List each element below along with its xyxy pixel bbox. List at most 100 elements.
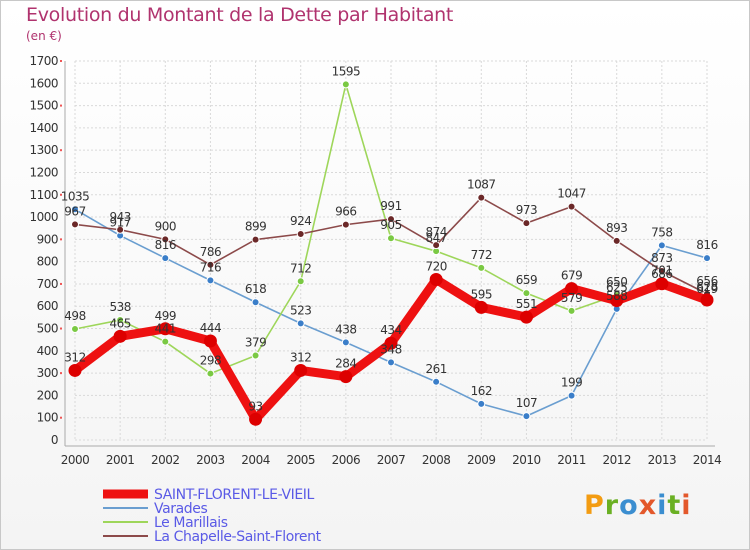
x-tick-label: 2007 [377, 453, 406, 467]
y-tick-label: 100 [37, 411, 58, 425]
x-tick-label: 2001 [106, 453, 135, 467]
data-point [113, 329, 127, 343]
data-point [700, 293, 714, 307]
data-label: 893 [606, 221, 627, 235]
axis-marker [60, 327, 62, 330]
x-tick-label: 2006 [332, 453, 361, 467]
legend-label: SAINT-FLORENT-LE-VIEIL [154, 487, 315, 503]
data-label: 772 [471, 248, 492, 262]
data-point [203, 334, 217, 348]
data-label: 348 [380, 342, 401, 356]
data-label: 441 [155, 322, 176, 336]
y-tick-label: 1100 [29, 188, 58, 202]
axis-marker [60, 238, 62, 241]
logo-letter: i [681, 490, 692, 521]
data-label: 899 [245, 220, 266, 234]
data-label: 1047 [557, 187, 586, 201]
data-point [296, 319, 305, 328]
data-label: 967 [64, 204, 85, 218]
y-tick-label: 900 [37, 232, 58, 246]
x-tick-label: 2014 [693, 453, 722, 467]
data-label: 943 [109, 210, 130, 224]
y-tick-label: 200 [37, 388, 58, 402]
axes: 0 100 200 300 400 500 600 700 800 900 1000 1100 1200… [29, 54, 721, 467]
data-point [71, 324, 79, 333]
data-label: 816 [696, 238, 717, 252]
y-tick-label: 400 [37, 344, 58, 358]
data-label: 312 [64, 350, 85, 364]
data-label: 679 [561, 269, 582, 283]
data-label: 701 [651, 264, 672, 278]
data-label: 162 [471, 384, 492, 398]
data-point [567, 391, 576, 400]
legend-label: La Chapelle-Saint-Florent [154, 529, 322, 545]
data-point [251, 235, 260, 244]
data-point [522, 412, 531, 421]
data-label: 434 [380, 323, 401, 337]
data-label: 873 [651, 251, 672, 265]
data-label: 379 [245, 336, 266, 350]
chart-unit: (en €) [26, 29, 62, 43]
data-point [206, 276, 215, 285]
data-point [477, 263, 486, 272]
chart-title: Evolution du Montant de la Dette par Hab… [26, 4, 454, 26]
x-tick-label: 2004 [241, 453, 270, 467]
y-tick-label: 1500 [29, 99, 58, 113]
axis-marker [60, 149, 62, 152]
y-tick-label: 800 [37, 255, 58, 269]
axis-marker [60, 193, 62, 196]
data-label: 261 [425, 362, 446, 376]
data-point [612, 236, 621, 245]
data-label: 1087 [467, 178, 496, 192]
y-tick-label: 1000 [29, 210, 58, 224]
data-label: 298 [200, 354, 221, 368]
data-point [429, 272, 443, 286]
series-layer [68, 80, 714, 426]
y-tick-label: 1200 [29, 165, 58, 179]
y-tick-label: 1700 [29, 54, 58, 68]
data-point [432, 377, 441, 386]
data-label: 712 [290, 261, 311, 275]
data-point [703, 254, 711, 263]
data-label: 716 [200, 260, 221, 274]
data-point [294, 363, 308, 377]
data-point [251, 298, 260, 307]
data-label: 917 [109, 216, 130, 230]
data-point [116, 316, 125, 325]
data-label: 579 [561, 291, 582, 305]
data-label: 1595 [332, 64, 361, 78]
x-tick-label: 2010 [512, 453, 541, 467]
data-label: 93 [248, 399, 262, 413]
data-point [657, 267, 666, 276]
data-label: 107 [516, 396, 537, 410]
data-label: 656 [696, 274, 717, 288]
logo-letter: o [619, 490, 639, 521]
data-label: 816 [155, 238, 176, 252]
y-tick-label: 500 [37, 322, 58, 336]
data-point [161, 337, 170, 346]
logo-letter: t [667, 490, 682, 521]
data-point [296, 277, 305, 286]
y-tick-label: 600 [37, 299, 58, 313]
data-label: 874 [425, 225, 446, 239]
data-label: 1035 [61, 189, 90, 203]
data-label: 465 [109, 316, 130, 330]
data-label: 619 [696, 282, 717, 296]
data-label: 900 [155, 219, 176, 233]
data-point [519, 310, 533, 324]
data-point [522, 289, 531, 298]
axis-marker [60, 282, 62, 285]
y-tick-label: 300 [37, 366, 58, 380]
data-point [206, 369, 215, 378]
legend-label: Varades [154, 501, 208, 517]
data-label: 199 [561, 376, 582, 390]
data-point [71, 205, 79, 214]
data-label: 973 [516, 203, 537, 217]
data-label: 786 [200, 245, 221, 259]
axis-marker [60, 372, 62, 375]
data-label: 686 [651, 267, 672, 281]
data-point [384, 336, 398, 350]
